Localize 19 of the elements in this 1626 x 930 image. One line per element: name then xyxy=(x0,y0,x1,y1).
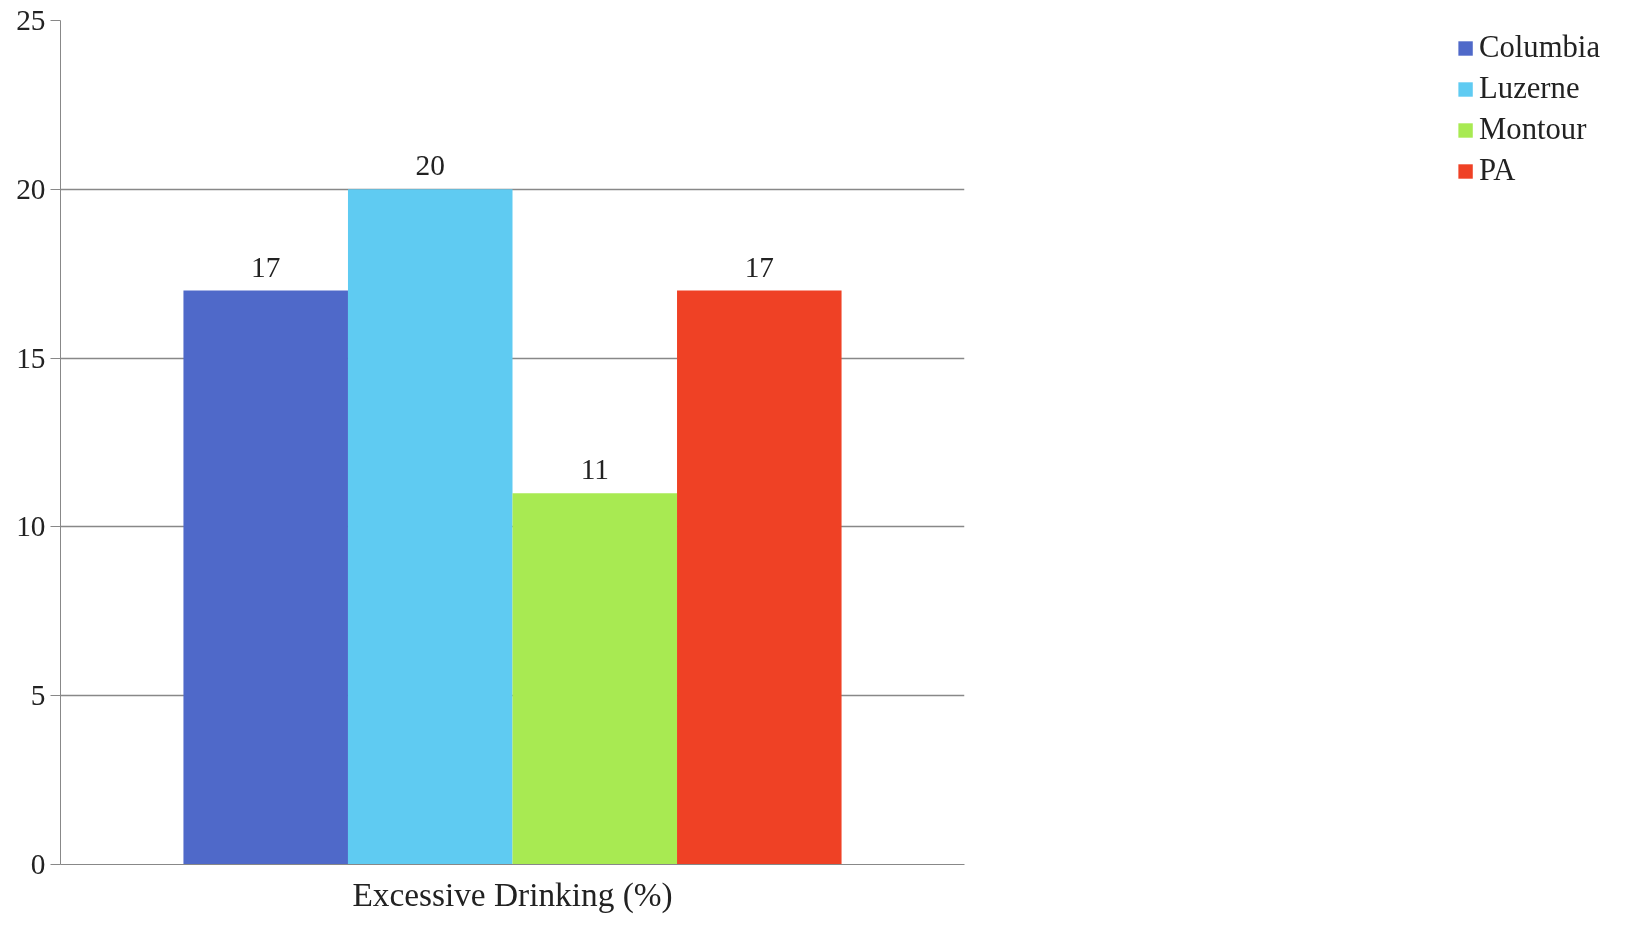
legend-label: Columbia xyxy=(1479,30,1600,65)
bar xyxy=(512,493,678,865)
data-label: 11 xyxy=(580,453,609,486)
data-label: 17 xyxy=(251,250,281,283)
y-tick-label: 5 xyxy=(30,679,46,712)
y-tick-label: 15 xyxy=(16,341,46,374)
y-tick-label: 0 xyxy=(30,848,46,880)
legend-label: PA xyxy=(1479,153,1516,188)
data-label: 17 xyxy=(744,250,774,283)
legend-label: Luzerne xyxy=(1479,71,1580,106)
y-tick-label: 10 xyxy=(16,510,46,543)
x-tick-label: Excessive Drinking (%) xyxy=(352,875,673,914)
data-label: 20 xyxy=(415,149,445,182)
bar xyxy=(183,290,348,865)
legend-label: Montour xyxy=(1479,112,1587,147)
y-tick-label: 20 xyxy=(16,172,46,205)
bar xyxy=(677,290,842,865)
bar xyxy=(347,189,513,865)
y-tick-label: 25 xyxy=(16,4,46,36)
